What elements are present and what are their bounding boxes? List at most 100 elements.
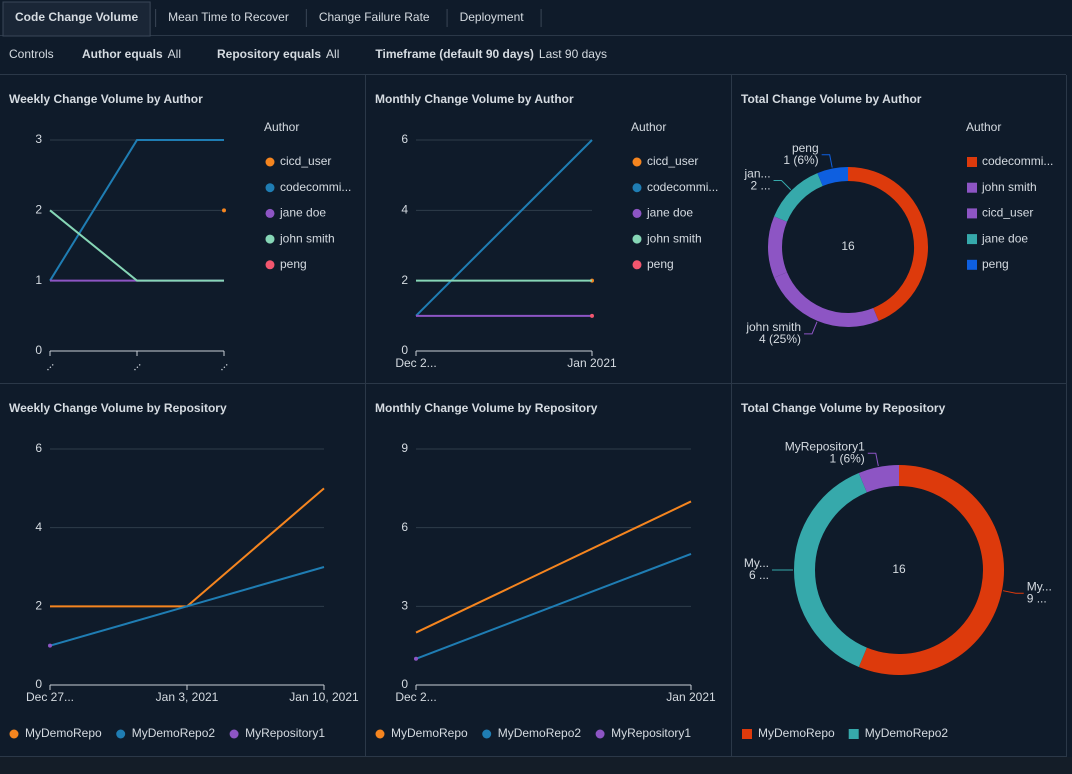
- donut-slice[interactable]: [774, 272, 879, 327]
- y-tick-label: 0: [401, 343, 408, 357]
- tab-label[interactable]: Mean Time to Recover: [168, 10, 289, 24]
- y-tick-label: 1: [35, 273, 42, 287]
- line-point: [590, 313, 594, 318]
- y-tick-label: 6: [401, 520, 408, 534]
- y-tick-label: 2: [35, 203, 42, 217]
- line-point: [414, 656, 418, 661]
- tab-label[interactable]: Code Change Volume: [15, 10, 138, 24]
- y-tick-label: 2: [401, 273, 408, 287]
- legend-label[interactable]: MyRepository1: [611, 726, 691, 740]
- leader-line: [773, 180, 792, 191]
- legend-label[interactable]: john smith: [981, 180, 1037, 194]
- chart-title: Weekly Change Volume by Repository: [9, 401, 227, 415]
- legend-label[interactable]: cicd_user: [982, 206, 1033, 220]
- legend-swatch: [229, 729, 239, 739]
- legend-label[interactable]: codecommi...: [982, 154, 1053, 168]
- slice-name: My...: [1027, 579, 1052, 593]
- y-tick-label: 6: [35, 441, 42, 455]
- legend-label[interactable]: MyDemoRepo2: [865, 726, 949, 740]
- legend-label[interactable]: peng: [280, 257, 307, 271]
- slice-value: 2 ...: [751, 179, 771, 193]
- filter-label[interactable]: Author equals: [82, 47, 163, 61]
- legend-label[interactable]: codecommi...: [280, 180, 351, 194]
- tab-label[interactable]: Deployment: [460, 10, 525, 24]
- slice-value: 6 ...: [749, 568, 769, 582]
- legend-swatch: [265, 157, 275, 167]
- legend-swatch: [632, 260, 642, 270]
- legend-swatch: [848, 729, 859, 739]
- legend-label[interactable]: peng: [647, 257, 674, 271]
- legend-label[interactable]: MyRepository1: [245, 726, 325, 740]
- donut-slice[interactable]: [768, 216, 788, 278]
- filter-label[interactable]: Timeframe (default 90 days): [375, 47, 534, 61]
- chart-title: Total Change Volume by Author: [741, 92, 922, 106]
- donut-slice[interactable]: [817, 167, 849, 187]
- x-tick-label: Dec 2...: [395, 690, 436, 704]
- legend-swatch: [967, 234, 977, 245]
- leader-line: [804, 321, 818, 335]
- line-series: [49, 566, 325, 647]
- legend-swatch: [967, 259, 977, 270]
- donut-slice[interactable]: [794, 472, 868, 668]
- filter-label[interactable]: Repository equals: [217, 47, 321, 61]
- legend-label[interactable]: MyDemoRepo2: [498, 726, 582, 740]
- y-tick-label: 0: [35, 343, 42, 357]
- x-tick-label: Jan 2021: [567, 356, 617, 370]
- legend-swatch: [967, 182, 977, 193]
- y-tick-label: 2: [35, 599, 42, 613]
- slice-name: peng: [792, 141, 819, 155]
- slice-name: MyRepository1: [785, 439, 865, 453]
- tab-label[interactable]: Change Failure Rate: [319, 10, 430, 24]
- y-tick-label: 0: [401, 677, 408, 691]
- legend-swatch: [632, 157, 642, 167]
- legend-swatch: [482, 729, 492, 739]
- legend-swatch: [632, 183, 642, 193]
- legend-label[interactable]: jane doe: [646, 206, 693, 220]
- legend-label[interactable]: john smith: [279, 231, 335, 245]
- legend-label[interactable]: cicd_user: [647, 154, 698, 168]
- x-tick-label: Dec 27...: [26, 690, 74, 704]
- legend-label[interactable]: jane doe: [981, 231, 1028, 245]
- filter-value[interactable]: All: [168, 47, 181, 61]
- donut-slice[interactable]: [858, 465, 900, 493]
- legend-swatch: [632, 234, 642, 244]
- legend-label[interactable]: MyDemoRepo2: [132, 726, 216, 740]
- legend-swatch: [742, 729, 752, 739]
- x-tick-label: Jan 2021: [666, 690, 716, 704]
- controls-title: Controls: [9, 47, 54, 61]
- line-point: [222, 208, 226, 213]
- legend-swatch: [265, 183, 275, 193]
- donut-slice[interactable]: [858, 465, 1004, 675]
- filter-value[interactable]: All: [326, 47, 339, 61]
- legend-label[interactable]: MyDemoRepo: [758, 726, 835, 740]
- donut-slice[interactable]: [774, 173, 823, 222]
- filter-value[interactable]: Last 90 days: [539, 47, 607, 61]
- legend-swatch: [632, 208, 642, 218]
- legend-swatch: [967, 208, 977, 219]
- legend-label[interactable]: john smith: [646, 231, 702, 245]
- line-point: [48, 643, 52, 648]
- legend-label[interactable]: jane doe: [279, 206, 326, 220]
- legend-label[interactable]: peng: [982, 257, 1009, 271]
- legend-label[interactable]: MyDemoRepo: [25, 726, 102, 740]
- slice-name: john smith: [745, 320, 801, 334]
- legend-swatch: [967, 157, 977, 167]
- y-tick-label: 3: [401, 599, 408, 613]
- legend-label[interactable]: cicd_user: [280, 154, 331, 168]
- x-tick-label: Dec 2...: [395, 356, 436, 370]
- legend-swatch: [265, 260, 275, 270]
- leader-line: [1002, 590, 1024, 594]
- legend-label[interactable]: codecommi...: [647, 180, 718, 194]
- donut-slice[interactable]: [847, 167, 928, 321]
- footer-strip: [0, 757, 1072, 774]
- leader-line: [867, 452, 879, 467]
- slice-name: My...: [744, 556, 769, 570]
- line-series: [415, 139, 593, 317]
- line-series: [415, 552, 692, 660]
- chart-title: Monthly Change Volume by Repository: [375, 401, 598, 415]
- legend-label[interactable]: MyDemoRepo: [391, 726, 468, 740]
- line-series: [49, 209, 224, 282]
- chart-title: Total Change Volume by Repository: [741, 401, 946, 415]
